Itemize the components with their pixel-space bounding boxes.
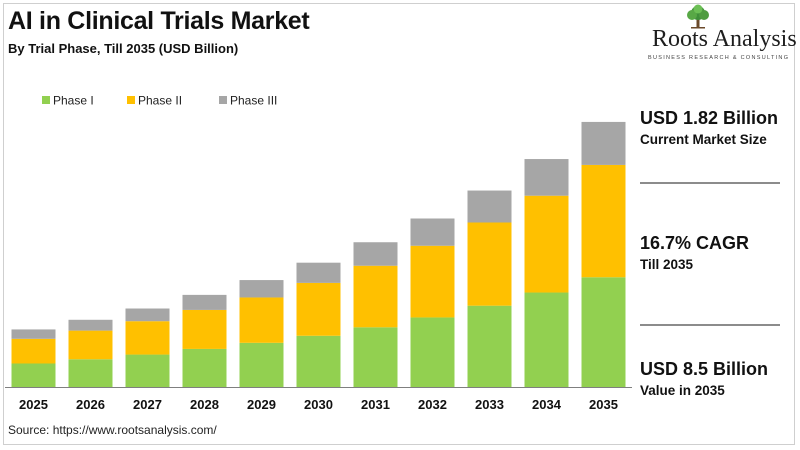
legend-swatch-phase-ii	[127, 96, 135, 104]
logo-tagline: BUSINESS RESEARCH & CONSULTING	[648, 55, 790, 61]
legend-label-phase-ii: Phase II	[138, 94, 182, 108]
bar-phase-iii-2035	[581, 121, 626, 165]
bar-phase-i-2026	[68, 359, 113, 387]
kpi-current-market-size-label: Current Market Size	[640, 132, 767, 147]
x-tick-label: 2030	[304, 397, 333, 412]
bar-phase-i-2033	[467, 305, 512, 387]
kpi-divider	[640, 324, 780, 326]
bar-phase-iii-2032	[410, 218, 455, 246]
legend-swatch-phase-iii	[219, 96, 227, 104]
kpi-value-2035: USD 8.5 Billion Value in 2035	[640, 359, 768, 398]
bar-phase-iii-2029	[239, 280, 284, 298]
legend-label-phase-iii: Phase III	[230, 94, 277, 108]
bar-phase-ii-2027	[125, 321, 170, 355]
logo-name: Roots Analysis	[652, 26, 797, 52]
bar-phase-ii-2025	[11, 338, 56, 364]
kpi-value-2035-label: Value in 2035	[640, 383, 725, 398]
bar-phase-ii-2031	[353, 265, 398, 328]
kpi-cagr-label: Till 2035	[640, 257, 694, 272]
bar-phase-ii-2032	[410, 245, 455, 318]
kpi-divider	[640, 182, 780, 184]
bar-phase-iii-2025	[11, 329, 56, 339]
bar-phase-iii-2034	[524, 159, 569, 196]
chart-subtitle: By Trial Phase, Till 2035 (USD Billion)	[8, 41, 239, 56]
bar-phase-i-2031	[353, 327, 398, 387]
bar-phase-iii-2031	[353, 242, 398, 266]
x-tick-label: 2033	[475, 397, 504, 412]
bar-phase-ii-2028	[182, 309, 227, 349]
bar-phase-iii-2028	[182, 294, 227, 310]
bar-phase-iii-2033	[467, 190, 512, 223]
bar-phase-i-2032	[410, 317, 455, 387]
bar-phase-i-2035	[581, 277, 626, 387]
bar-phase-ii-2029	[239, 297, 284, 343]
bar-phase-iii-2027	[125, 308, 170, 322]
legend-label-phase-i: Phase I	[53, 94, 94, 108]
bar-phase-i-2030	[296, 335, 341, 387]
x-tick-label: 2029	[247, 397, 276, 412]
x-tick-label: 2028	[190, 397, 219, 412]
bar-phase-ii-2035	[581, 164, 626, 278]
bar-phase-ii-2030	[296, 282, 341, 336]
bar-phase-ii-2034	[524, 195, 569, 293]
kpi-cagr-value: 16.7% CAGR	[640, 233, 750, 253]
source-note: Source: https://www.rootsanalysis.com/	[8, 423, 217, 437]
legend-swatch-phase-i	[42, 96, 50, 104]
x-tick-label: 2034	[532, 397, 562, 412]
kpi-cagr: 16.7% CAGR Till 2035	[640, 233, 749, 272]
bar-phase-iii-2026	[68, 319, 113, 331]
chart-title: AI in Clinical Trials Market	[8, 7, 310, 35]
bar-phase-i-2034	[524, 292, 569, 387]
bar-phase-i-2029	[239, 342, 284, 387]
bar-phase-ii-2026	[68, 330, 113, 360]
x-tick-label: 2025	[19, 397, 48, 412]
kpi-current-market-size-value: USD 1.82 Billion	[640, 108, 779, 128]
chart-frame	[3, 3, 795, 445]
bar-phase-i-2027	[125, 354, 170, 387]
bar-phase-iii-2030	[296, 262, 341, 283]
x-tick-label: 2027	[133, 397, 162, 412]
x-tick-label: 2032	[418, 397, 447, 412]
roots-analysis-logo: Roots Analysis BUSINESS RESEARCH & CONSU…	[638, 4, 798, 64]
kpi-current-market-size: USD 1.82 Billion Current Market Size	[640, 108, 778, 147]
x-tick-label: 2031	[361, 397, 390, 412]
kpi-value-2035-value: USD 8.5 Billion	[640, 359, 769, 379]
x-tick-label: 2026	[76, 397, 105, 412]
bar-phase-ii-2033	[467, 222, 512, 306]
bar-phase-i-2025	[11, 363, 56, 387]
bar-phase-i-2028	[182, 348, 227, 387]
x-tick-label: 2035	[589, 397, 618, 412]
tree-logo-icon	[687, 4, 709, 29]
